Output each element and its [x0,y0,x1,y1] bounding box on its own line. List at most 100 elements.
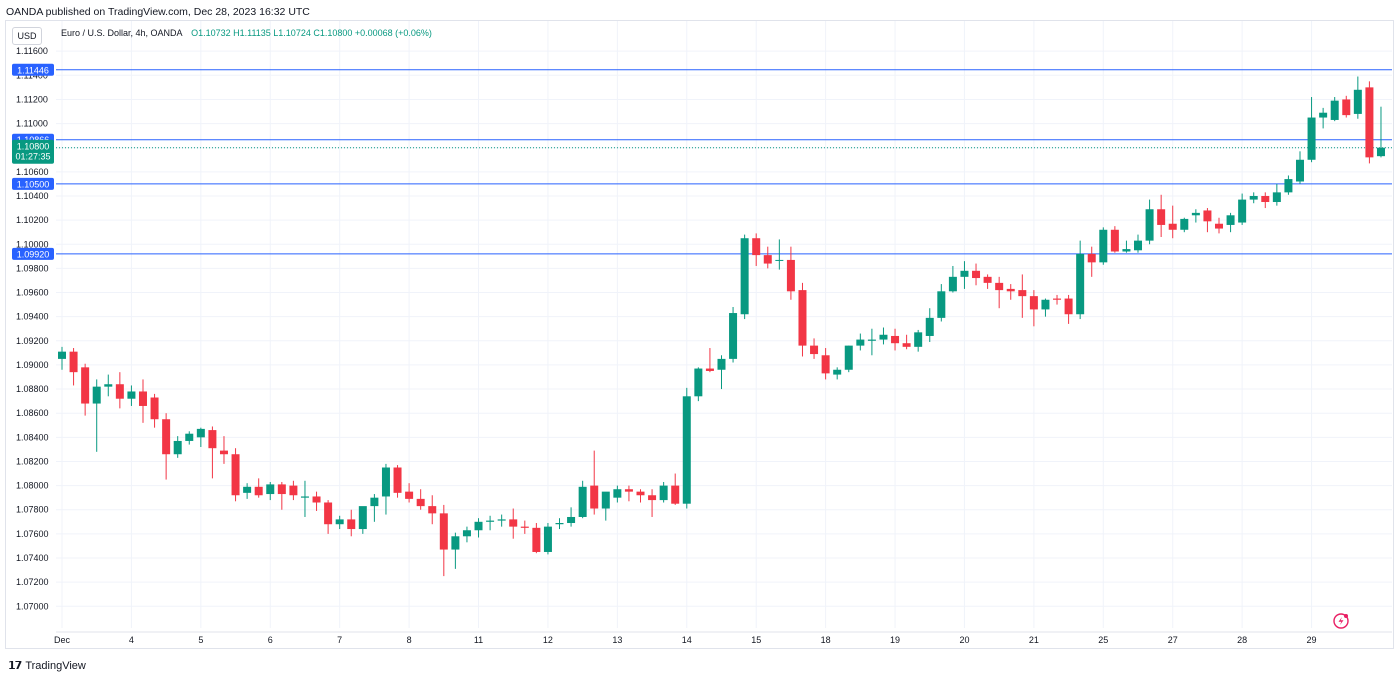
chart-frame [5,20,1394,649]
currency-button[interactable]: USD [12,27,42,45]
candle-body [983,276,992,283]
candle [405,483,414,503]
candle [1376,106,1385,158]
candle-body [162,419,171,455]
candle-body [312,496,321,503]
candle-body [925,317,934,336]
x-tick-label: 7 [337,635,342,645]
candle-body [1018,290,1027,297]
y-tick-label: 1.09000 [16,360,49,370]
candle [729,307,738,363]
candle-body [370,497,379,507]
candle-body [636,491,645,496]
x-tick-label: 14 [682,635,692,645]
y-tick-label: 1.09800 [16,263,49,273]
candle-body [277,484,286,495]
candle-body [1261,195,1270,203]
candle [543,523,552,555]
candle-body [520,526,529,528]
candle-body [763,255,772,264]
candle [914,329,923,352]
replay-icon[interactable] [1333,613,1349,629]
candle-body [659,485,668,501]
candle [347,509,356,537]
x-tick-label: 15 [751,635,761,645]
candle-body [555,523,564,525]
candle-body [1180,218,1189,230]
candle-body [856,339,865,346]
candle [1018,274,1027,318]
level-badge-label: 1.10500 [17,179,50,189]
candle [578,480,587,519]
candle [335,515,344,530]
candle [879,327,888,345]
candle [740,234,749,320]
candle [208,426,217,479]
candle-body [104,384,113,387]
candle [69,348,78,386]
x-tick-label: 13 [612,635,622,645]
candle-body [613,489,622,498]
candle-body [1053,298,1062,300]
countdown-label: 01:27:35 [15,152,50,162]
candle-body [821,355,830,374]
candle [937,284,946,322]
candle-body [972,270,981,279]
candle-body [1284,179,1293,193]
level-badge: 1.11446 [12,63,54,76]
y-tick-label: 1.07600 [16,529,49,539]
tradingview-logo[interactable]: 𝟭𝟳 TradingView [8,659,86,673]
candle-body [717,358,726,370]
y-tick-label: 1.08800 [16,384,49,394]
level-badge: 1.10500 [12,177,54,190]
candle-body [879,334,888,340]
candle-body [1041,299,1050,310]
x-tick-label: Dec [54,635,71,645]
candle-body [208,430,217,449]
x-tick-label: 28 [1237,635,1247,645]
x-tick-label: 5 [198,635,203,645]
candle-body [451,536,460,550]
candle-body [173,440,182,455]
candle-body [786,259,795,292]
y-tick-label: 1.10600 [16,167,49,177]
candle [821,348,830,380]
candle-body [1330,100,1339,120]
candle-body [196,428,205,438]
candle [104,374,113,397]
candle-body [266,484,275,495]
tradingview-logo-text: TradingView [25,659,86,672]
candle [613,485,622,503]
candle [1029,290,1038,327]
candle-body [578,486,587,517]
y-tick-label: 1.10200 [16,215,49,225]
candle [266,481,275,501]
candle-body [671,485,680,504]
x-tick-label: 8 [407,635,412,645]
x-tick-label: 6 [268,635,273,645]
candle [1342,95,1351,118]
candle [1053,294,1062,305]
candle [324,500,333,534]
candle [1087,246,1096,277]
y-tick-label: 1.08000 [16,481,49,491]
candle [763,246,772,269]
candle-body [729,313,738,359]
candle-body [1365,87,1374,158]
candle-body [1145,209,1154,241]
candle [358,506,367,534]
horizontal-levels [56,69,1392,255]
candle [833,367,842,380]
candle [786,246,795,300]
candle-body [775,259,784,261]
candle-body [914,332,923,347]
candle-body [474,521,483,531]
candle-body [231,454,240,496]
candle [173,436,182,458]
level-badge-label: 1.11446 [17,65,49,75]
candle [393,465,402,498]
candle-body [624,489,633,492]
candle [983,274,992,289]
candle [1064,294,1073,324]
